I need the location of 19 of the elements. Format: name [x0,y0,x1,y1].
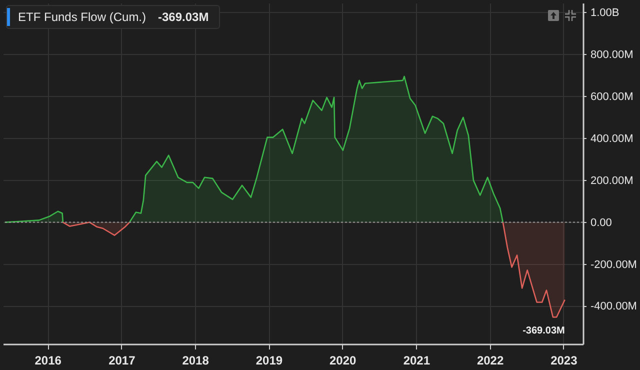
x-tick-label: 2022 [476,354,504,368]
text: ETF Funds Flow (Cum.) [18,10,146,24]
x-tick-label: 2017 [108,354,136,368]
y-tick-label: 600.00M [590,90,634,103]
y-tick-label: 200.00M [590,174,634,187]
x-tick-label: 2021 [403,354,430,368]
x-tick-label: 2023 [550,354,578,368]
x-tick-label: 2019 [256,354,283,368]
y-tick-label: 0.00 [590,216,612,229]
annotation: -369.03M [522,326,565,337]
y-tick-label: -200.00M [590,258,637,271]
y-tick-label: -400.00M [590,300,637,313]
x-tick-label: 2020 [329,354,356,368]
x-tick-label: 2016 [34,354,62,368]
x-tick-label: 2018 [182,354,210,368]
annotation: -369.03M [158,10,209,24]
y-tick-label: 800.00M [590,48,634,61]
y-tick-label: 400.00M [590,132,634,145]
y-tick-label: 1.00B [590,6,620,19]
